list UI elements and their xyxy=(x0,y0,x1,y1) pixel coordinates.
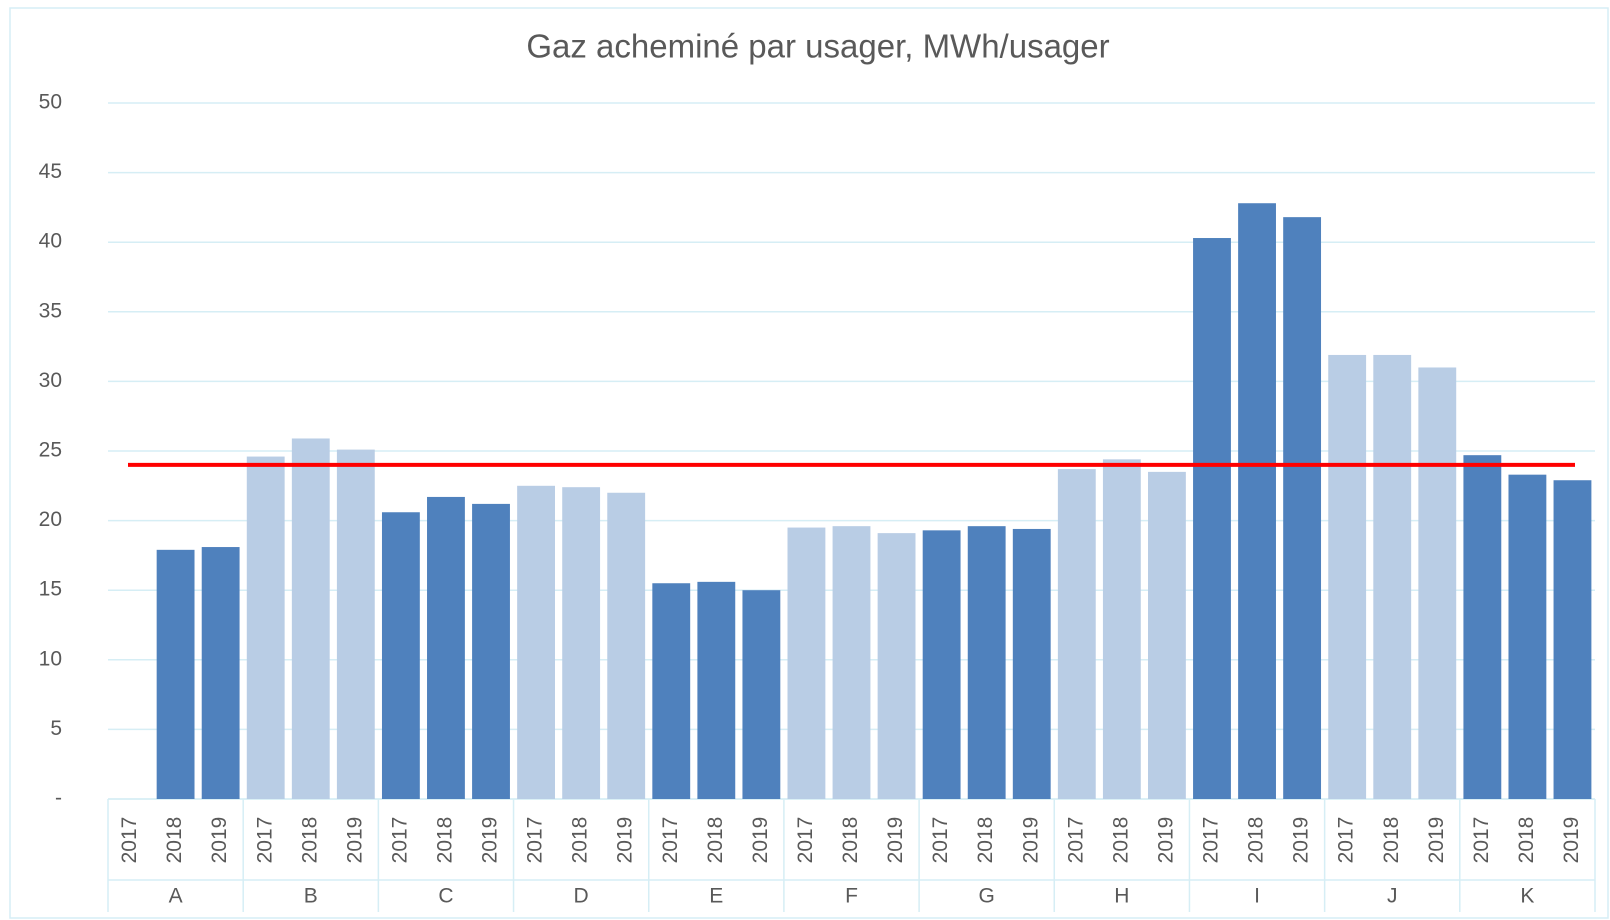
bar xyxy=(1328,354,1367,799)
x-tick-label: 2019 xyxy=(614,817,637,864)
bar xyxy=(1057,469,1096,799)
y-tick-label: 40 xyxy=(39,230,62,253)
bar xyxy=(787,527,826,799)
x-tick-label: 2018 xyxy=(839,817,862,864)
bar xyxy=(427,496,465,799)
bar xyxy=(246,456,285,799)
x-tick-label: 2017 xyxy=(1470,817,1493,864)
x-tick-label: 2018 xyxy=(1109,817,1132,864)
bar xyxy=(832,526,871,799)
y-tick-label: 35 xyxy=(39,299,62,322)
y-tick-label: 10 xyxy=(39,647,62,670)
x-tick-label: 2018 xyxy=(434,817,457,864)
x-tick-label: 2019 xyxy=(1560,817,1583,864)
x-tick-label: 2019 xyxy=(1290,817,1313,864)
group-label: F xyxy=(845,885,858,908)
bar xyxy=(1283,217,1322,800)
x-tick-label: 2019 xyxy=(343,817,366,864)
bar xyxy=(607,492,646,799)
chart-title: Gaz acheminé par usager, MWh/usager xyxy=(526,28,1109,65)
bar xyxy=(1193,238,1231,800)
bar xyxy=(1418,367,1457,799)
x-tick-label: 2017 xyxy=(388,817,411,864)
y-tick-label: - xyxy=(55,787,62,810)
x-tick-label: 2018 xyxy=(1245,817,1268,864)
x-tick-label: 2019 xyxy=(1019,817,1042,864)
x-tick-label: 2018 xyxy=(704,817,727,864)
bar xyxy=(517,485,556,799)
bar xyxy=(156,549,195,799)
x-tick-label: 2019 xyxy=(884,817,907,864)
bar xyxy=(1238,203,1276,799)
group-label: E xyxy=(709,885,723,908)
bar xyxy=(1147,471,1186,799)
bar xyxy=(1508,474,1547,799)
x-tick-label: 2017 xyxy=(794,817,817,864)
bar xyxy=(1012,528,1051,799)
chart-border xyxy=(9,7,1609,919)
x-tick-label: 2017 xyxy=(118,817,141,864)
bar xyxy=(291,438,330,799)
x-tick-label: 2017 xyxy=(253,817,276,864)
x-tick-label: 2019 xyxy=(208,817,231,864)
group-label: H xyxy=(1114,885,1129,908)
x-tick-label: 2019 xyxy=(749,817,772,864)
x-tick-label: 2018 xyxy=(1515,817,1538,864)
y-tick-label: 20 xyxy=(39,508,62,531)
bar xyxy=(922,530,961,799)
bar xyxy=(652,583,691,799)
bar xyxy=(381,512,420,799)
bar xyxy=(201,547,240,799)
y-tick-label: 30 xyxy=(39,369,62,392)
x-tick-label: 2018 xyxy=(163,817,186,864)
bar xyxy=(472,503,510,799)
y-tick-label: 15 xyxy=(39,578,62,601)
y-tick-label: 25 xyxy=(39,439,62,462)
y-tick-label: 5 xyxy=(50,717,62,740)
group-label: K xyxy=(1520,885,1534,908)
group-label: I xyxy=(1254,885,1260,908)
x-tick-label: 2017 xyxy=(929,817,952,864)
bar xyxy=(877,533,916,799)
group-label: J xyxy=(1387,885,1398,908)
group-label: D xyxy=(574,885,589,908)
x-tick-label: 2017 xyxy=(1335,817,1358,864)
x-tick-label: 2017 xyxy=(1200,817,1223,864)
x-tick-label: 2018 xyxy=(298,817,321,864)
y-tick-label: 50 xyxy=(39,91,62,114)
bar xyxy=(1553,480,1592,799)
x-tick-label: 2019 xyxy=(1154,817,1177,864)
bar xyxy=(742,590,781,799)
bar xyxy=(1463,455,1502,799)
bar xyxy=(967,526,1006,799)
group-label: A xyxy=(169,885,183,908)
x-tick-label: 2018 xyxy=(974,817,997,864)
x-tick-label: 2019 xyxy=(479,817,502,864)
group-label: G xyxy=(979,885,995,908)
y-tick-label: 45 xyxy=(39,160,62,183)
x-tick-label: 2017 xyxy=(659,817,682,864)
x-tick-label: 2018 xyxy=(1380,817,1403,864)
bar xyxy=(697,581,736,799)
bar xyxy=(336,449,375,799)
x-tick-label: 2019 xyxy=(1425,817,1448,864)
bar xyxy=(1373,354,1412,799)
x-tick-label: 2018 xyxy=(569,817,592,864)
x-tick-label: 2017 xyxy=(524,817,547,864)
bar xyxy=(562,487,601,799)
group-label: C xyxy=(438,885,453,908)
bar xyxy=(1102,459,1141,799)
group-label: B xyxy=(304,885,318,908)
x-tick-label: 2017 xyxy=(1064,817,1087,864)
